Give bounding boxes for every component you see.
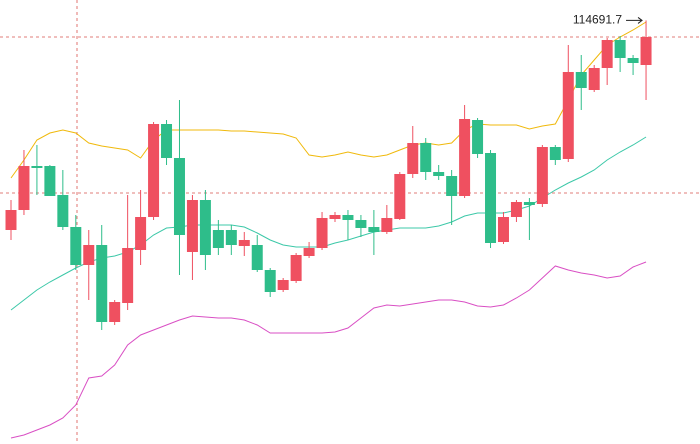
candle-body <box>588 68 600 90</box>
candle-body <box>135 217 147 250</box>
candle-body <box>329 215 341 219</box>
candle-body <box>446 176 458 196</box>
candle-body <box>148 124 160 217</box>
candle-body <box>96 245 108 322</box>
candle-body <box>614 40 626 58</box>
candle-body <box>44 166 56 196</box>
candle-body <box>238 240 250 246</box>
candle-body <box>316 218 328 248</box>
candle-body <box>627 58 639 63</box>
candle-body <box>459 119 471 196</box>
high-arrow <box>626 17 643 24</box>
candle-body <box>109 302 121 322</box>
candle-body <box>510 202 522 217</box>
high-label: 114691.7 <box>573 13 622 27</box>
candle-body <box>355 220 367 228</box>
candle-body <box>420 143 432 172</box>
candle-body <box>277 280 289 290</box>
candle-body <box>342 215 354 220</box>
candle-body <box>212 230 224 248</box>
candle-body <box>549 147 561 160</box>
candle-body <box>290 255 302 281</box>
candle-body <box>18 166 30 210</box>
candle-body <box>368 227 380 232</box>
candle-body <box>303 248 315 256</box>
candle-body <box>83 245 95 265</box>
candle-body <box>497 217 509 242</box>
candle-body <box>562 72 574 159</box>
candle-body <box>186 200 198 252</box>
candle-body <box>251 245 263 270</box>
candle-body <box>5 210 17 230</box>
candle-body <box>70 227 82 265</box>
candle-body <box>122 248 134 303</box>
candle-body <box>394 174 406 219</box>
candle-body <box>407 143 419 174</box>
candle-body <box>199 200 211 255</box>
candle-body <box>381 218 393 232</box>
candle-body <box>472 120 484 154</box>
ma-line <box>10 21 647 179</box>
ma-line <box>10 261 647 439</box>
candle-body <box>640 37 652 65</box>
candle-body <box>31 166 43 168</box>
candle-body <box>225 230 237 245</box>
candle-body <box>601 40 613 68</box>
candle-body <box>173 158 185 235</box>
candle-body <box>433 172 445 176</box>
candle-body <box>485 153 497 243</box>
candle-body <box>161 124 173 158</box>
candle-body <box>523 202 535 205</box>
candle-body <box>536 147 548 204</box>
candle-body <box>264 270 276 292</box>
candle-body <box>575 72 587 88</box>
candle-body <box>57 195 69 227</box>
